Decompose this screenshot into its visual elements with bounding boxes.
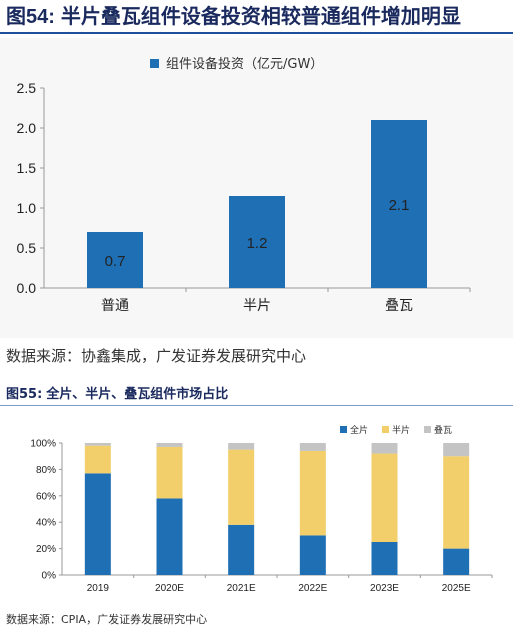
module-market-share-chart: 全片 半片 叠瓦 0% 20% 40% 60% 80% 100% 2019 2020E 2021E 20… bbox=[30, 424, 493, 594]
chart-1-data-label: 1.2 bbox=[247, 235, 268, 252]
chart-2-bar-segment-全片 bbox=[84, 473, 111, 575]
chart-1-y-tick-label: 1.5 bbox=[17, 160, 37, 176]
figure-55-title-text: 全片、半片、叠瓦组件市场占比 bbox=[46, 387, 229, 402]
chart-2-y-tick-label: 0% bbox=[42, 571, 57, 582]
chart-2-bar-segment-全片 bbox=[156, 498, 183, 575]
chart-1-y-tick-label: 2.5 bbox=[17, 80, 37, 96]
chart-1-bar bbox=[371, 120, 427, 288]
chart-1-y-tick-label: 0.5 bbox=[17, 240, 37, 256]
chart-1-panel: 组件设备投资（亿元/GW） 0.0 0.5 1.0 1.5 2.0 2.5 0.7 普通 1.2 半… bbox=[0, 38, 513, 338]
chart-2-y-tick-label: 40% bbox=[36, 518, 56, 529]
legend-swatch-1 bbox=[382, 426, 389, 433]
figure-55-colon: : bbox=[37, 387, 43, 402]
chart-2-category-label: 2023E bbox=[370, 583, 399, 594]
chart-2-y-tick-label: 20% bbox=[36, 544, 56, 555]
chart-1-y-tick-label: 1.0 bbox=[17, 200, 37, 216]
chart-2-bar-segment-叠瓦 bbox=[84, 443, 111, 446]
legend-swatch-2 bbox=[424, 426, 431, 433]
figure-54-number: 图54 bbox=[6, 6, 49, 28]
equipment-investment-chart: 组件设备投资（亿元/GW） 0.0 0.5 1.0 1.5 2.0 2.5 0.7 普通 1.2 半… bbox=[17, 56, 471, 314]
chart-1-legend: 组件设备投资（亿元/GW） bbox=[150, 56, 323, 72]
chart-2-y-tick-label: 60% bbox=[36, 491, 56, 502]
chart-2-legend: 全片 半片 叠瓦 bbox=[340, 424, 452, 436]
chart-2-bar-segment-叠瓦 bbox=[443, 443, 470, 457]
chart-1-bar bbox=[87, 232, 143, 288]
figure-55-number: 图55 bbox=[6, 387, 38, 402]
figure-54-title: 图54: 半片叠瓦组件设备投资相较普通组件增加明显 bbox=[0, 0, 513, 34]
chart-2-category-label: 2022E bbox=[298, 583, 327, 594]
legend-label-0: 全片 bbox=[350, 424, 368, 436]
figure-54-source: 数据来源：协鑫集成，广发证券发展研究中心 bbox=[6, 347, 307, 365]
legend-label-2: 叠瓦 bbox=[434, 425, 452, 436]
chart-2-bar-segment-半片 bbox=[228, 449, 255, 525]
legend-swatch-0 bbox=[340, 426, 347, 433]
chart-2-bar-segment-半片 bbox=[371, 453, 398, 542]
chart-2-bar-segment-叠瓦 bbox=[156, 443, 183, 447]
chart-1-y-tick-label: 2.0 bbox=[17, 120, 37, 136]
chart-2-bar-segment-全片 bbox=[371, 542, 398, 575]
chart-1-data-label: 2.1 bbox=[389, 197, 410, 214]
chart-2-category-label: 2019 bbox=[87, 583, 110, 594]
chart-1-category-label: 半片 bbox=[243, 298, 271, 314]
chart-2-bar-segment-半片 bbox=[443, 456, 470, 549]
legend-label-1: 半片 bbox=[392, 424, 410, 436]
chart-2-bar-segment-半片 bbox=[84, 445, 111, 474]
chart-2-bar-segment-叠瓦 bbox=[228, 443, 255, 450]
figure-55-title: 图55: 全片、半片、叠瓦组件市场占比 bbox=[0, 384, 513, 406]
chart-2-bar-segment-全片 bbox=[443, 548, 470, 575]
legend-label-investment: 组件设备投资（亿元/GW） bbox=[166, 56, 323, 72]
legend-swatch-investment bbox=[150, 59, 159, 68]
chart-1-y-tick-label: 0.0 bbox=[17, 280, 37, 296]
figure-55-source: 数据来源：CPIA，广发证券发展研究中心 bbox=[6, 613, 208, 626]
chart-2-category-label: 2021E bbox=[227, 583, 256, 594]
figure-54-colon: : bbox=[48, 6, 55, 28]
chart-2-y-tick-label: 100% bbox=[30, 439, 56, 450]
chart-2-category-label: 2025E bbox=[442, 583, 471, 594]
chart-2-bar-segment-半片 bbox=[299, 450, 326, 536]
chart-2-bar-segment-全片 bbox=[228, 524, 255, 575]
chart-1-category-label: 叠瓦 bbox=[385, 298, 413, 314]
chart-2-bar-segment-叠瓦 bbox=[371, 443, 398, 454]
chart-2-bar-segment-半片 bbox=[156, 446, 183, 499]
figure-54-title-text: 半片叠瓦组件设备投资相较普通组件增加明显 bbox=[60, 4, 461, 28]
chart-2-bar-segment-叠瓦 bbox=[299, 443, 326, 451]
chart-2-y-tick-label: 80% bbox=[36, 465, 56, 476]
chart-1-category-label: 普通 bbox=[101, 298, 129, 314]
chart-1-data-label: 0.7 bbox=[105, 253, 126, 270]
chart-2-panel: 全片 半片 叠瓦 0% 20% 40% 60% 80% 100% 2019 2020E 2021E 20… bbox=[0, 410, 513, 606]
chart-2-bar-segment-全片 bbox=[299, 535, 326, 575]
chart-2-category-label: 2020E bbox=[155, 583, 184, 594]
chart-1-bar bbox=[229, 196, 285, 288]
